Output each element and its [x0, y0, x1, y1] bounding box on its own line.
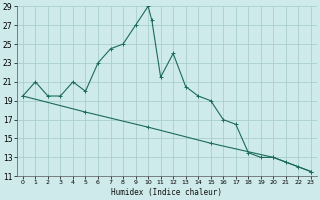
X-axis label: Humidex (Indice chaleur): Humidex (Indice chaleur) [111, 188, 222, 197]
